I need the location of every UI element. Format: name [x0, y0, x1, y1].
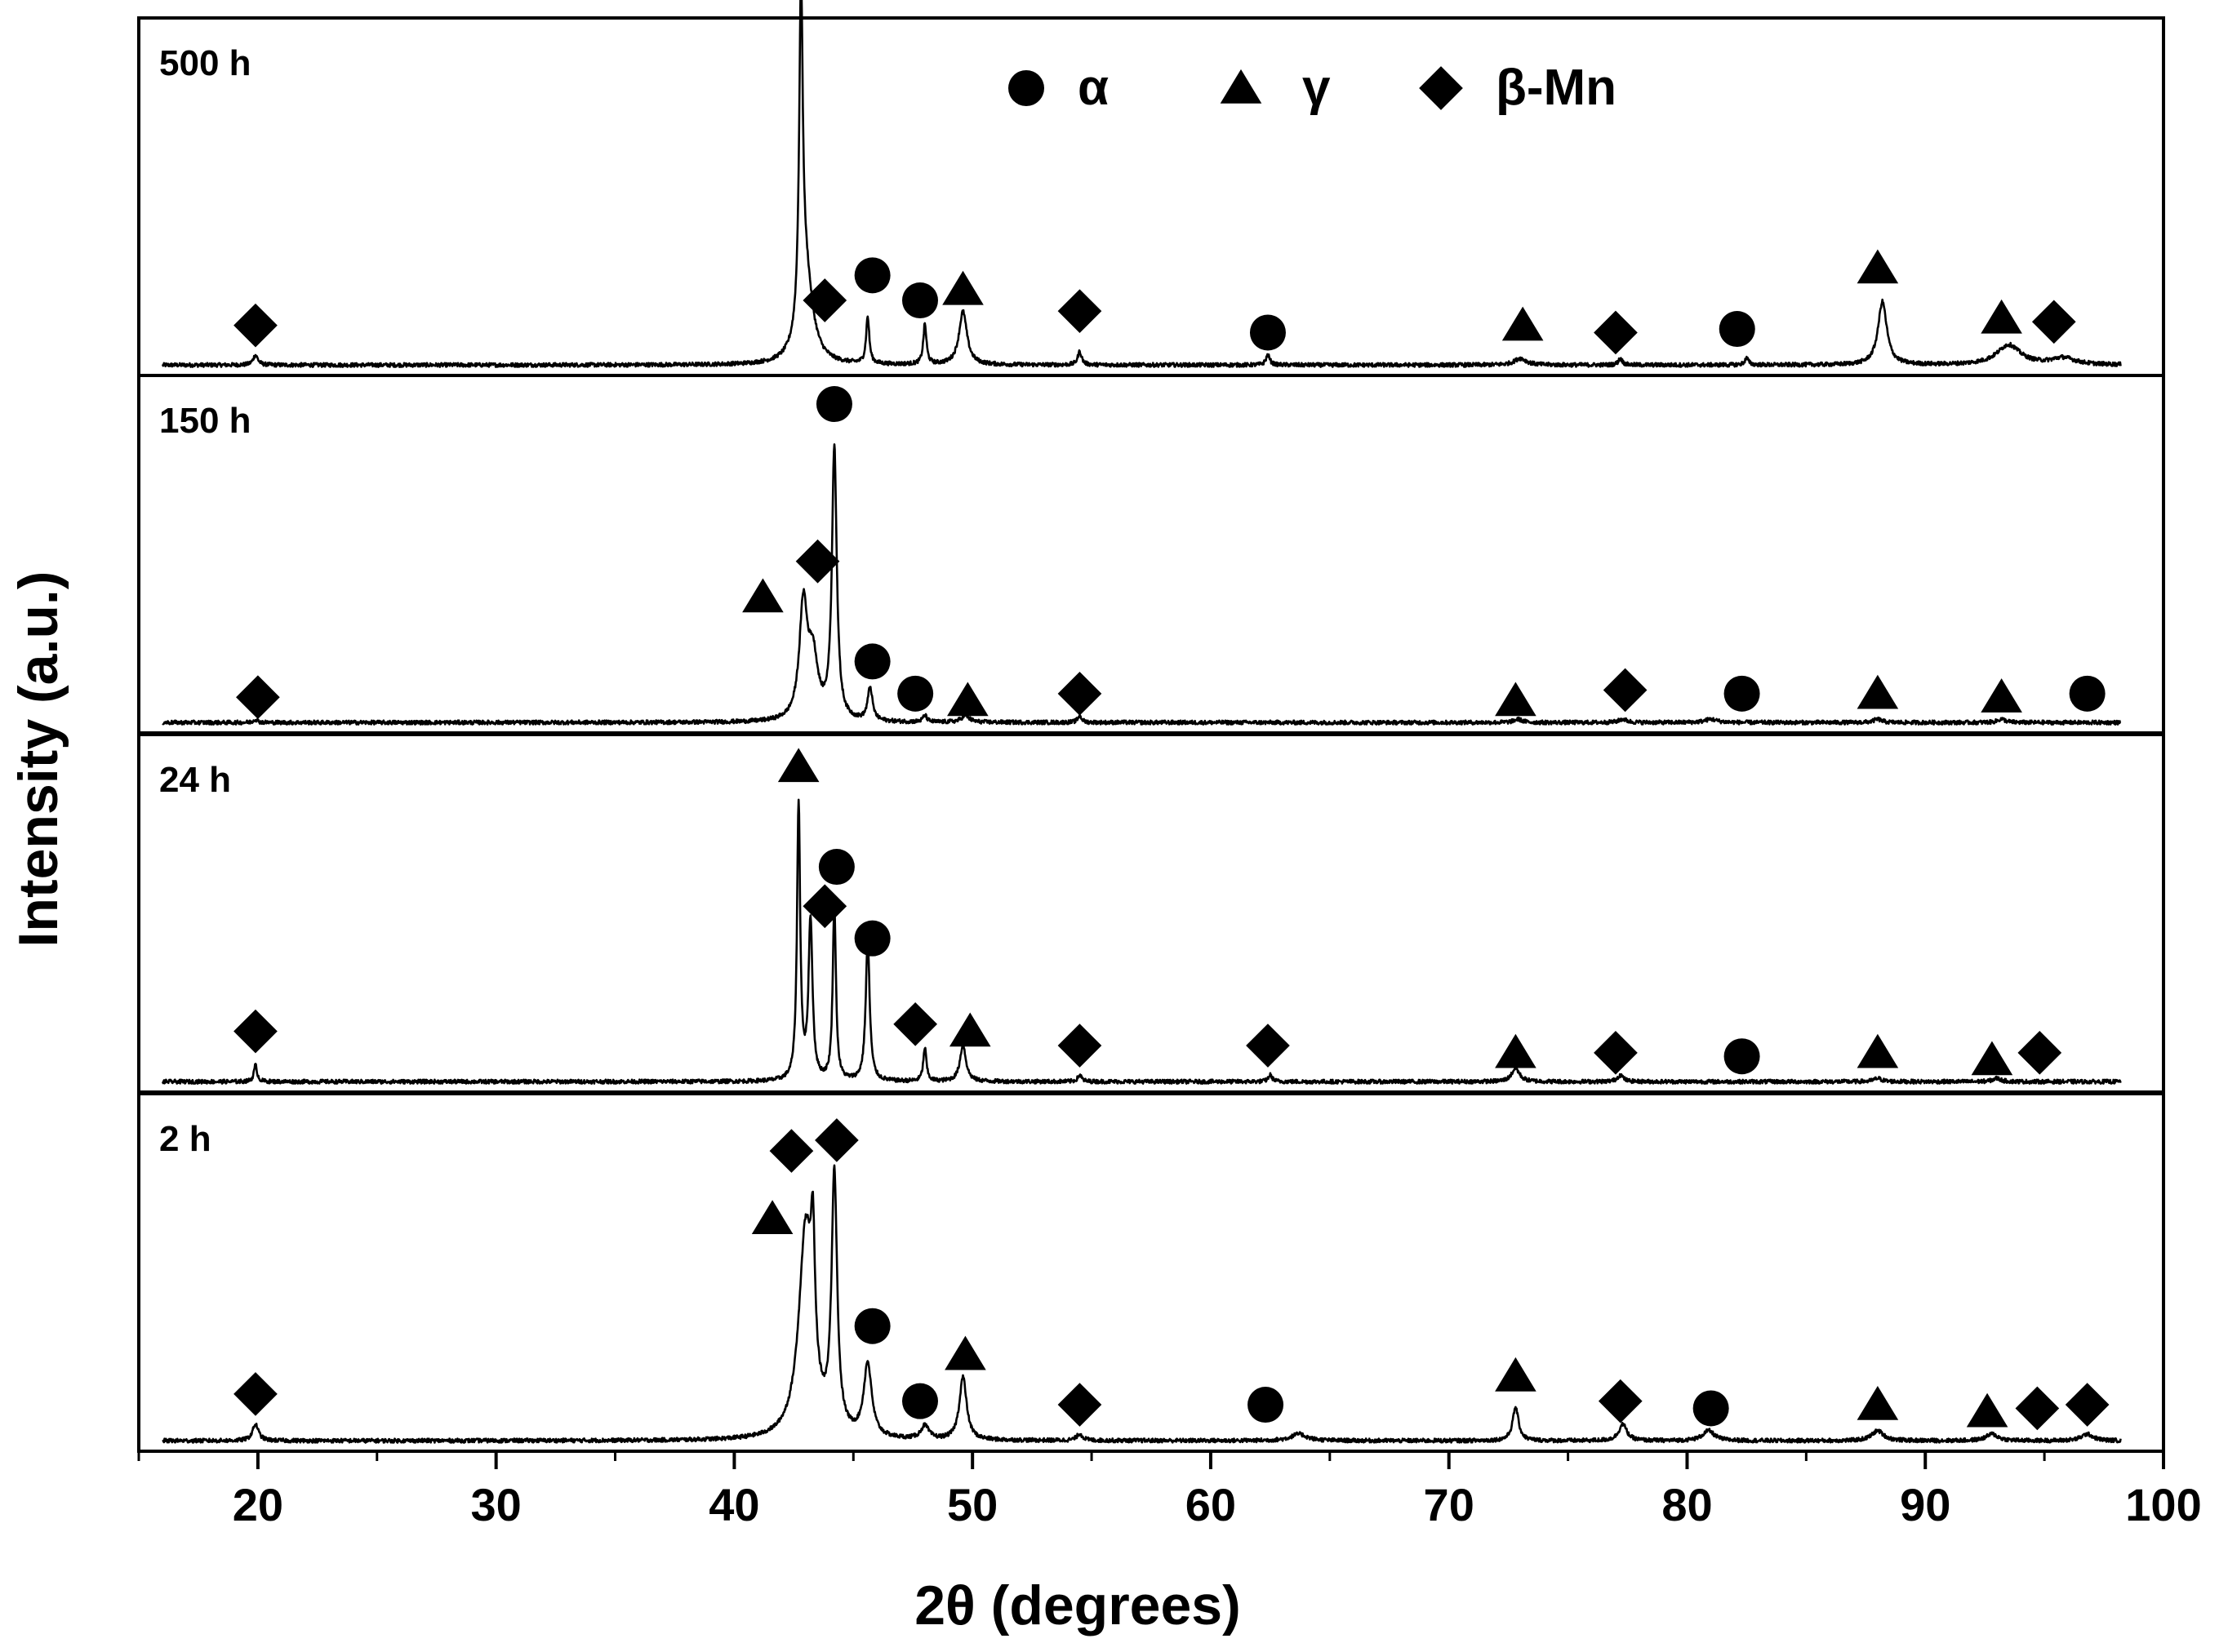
panel-frame	[137, 1092, 2165, 1453]
peak-marker-diamond	[233, 303, 278, 348]
peak-marker-circle	[1719, 311, 1755, 348]
x-tick-label: 40	[709, 1479, 759, 1530]
peak-marker-diamond	[2065, 1383, 2110, 1427]
panel-label: 2 h	[159, 1119, 211, 1159]
peak-marker-circle	[1249, 314, 1286, 351]
peak-marker-diamond	[795, 539, 840, 584]
legend-diamond-icon	[1419, 66, 1463, 110]
panel-label: 24 h	[159, 760, 231, 800]
x-axis-label: 2θ (degrees)	[914, 1574, 1241, 1636]
peak-marker-triangle	[942, 270, 984, 305]
peak-marker-triangle	[945, 1335, 986, 1370]
legend-item-triangle: γ	[1220, 60, 1331, 116]
panel-24-h: 24 h	[137, 733, 2165, 1094]
x-tick-label: 20	[233, 1479, 283, 1530]
peak-marker-circle	[1247, 1387, 1284, 1423]
x-tick-label: 80	[1661, 1479, 1712, 1530]
peak-marker-triangle	[949, 1012, 991, 1047]
legend-label: α	[1078, 60, 1109, 116]
peak-marker-diamond	[1594, 1030, 1638, 1075]
peak-marker-circle	[2069, 675, 2106, 712]
x-axis: 20 30 40 50 60 70 80 90 100	[137, 1451, 2202, 1530]
peak-marker-triangle	[751, 1200, 794, 1234]
peak-marker-circle	[854, 1308, 891, 1344]
peak-marker-circle	[1692, 1390, 1729, 1427]
peak-marker-circle	[897, 675, 934, 712]
legend-label: γ	[1302, 60, 1331, 116]
legend-label: β-Mn	[1496, 60, 1617, 116]
peak-marker-triangle	[1495, 1357, 1536, 1392]
peak-marker-diamond	[1246, 1024, 1290, 1068]
peak-marker-diamond	[769, 1129, 814, 1173]
legend-item-diamond: β-Mn	[1419, 60, 1617, 116]
peak-marker-triangle	[1857, 1033, 1899, 1068]
x-tick-label: 30	[470, 1479, 521, 1530]
panel-150-h: 150 h	[137, 374, 2165, 735]
xrd-pattern-line	[161, 0, 2122, 368]
peak-marker-diamond	[803, 884, 847, 929]
panel-label: 150 h	[159, 401, 251, 441]
x-tick-label: 50	[947, 1479, 998, 1530]
peak-marker-diamond	[1594, 310, 1638, 355]
peak-marker-triangle	[1501, 306, 1544, 341]
peak-marker-diamond	[1057, 671, 1102, 716]
peak-marker-triangle	[777, 748, 820, 783]
peak-marker-diamond	[893, 1001, 937, 1046]
peak-marker-circle	[816, 386, 852, 423]
peak-marker-circle	[901, 282, 938, 319]
legend-item-circle: α	[1008, 60, 1109, 116]
peak-marker-diamond	[803, 278, 847, 322]
peak-marker-diamond	[1057, 1383, 1102, 1427]
peak-marker-triangle	[1495, 682, 1536, 717]
peak-marker-diamond	[2017, 1030, 2062, 1075]
xrd-pattern-line	[161, 798, 2122, 1085]
peak-marker-diamond	[1057, 1024, 1102, 1068]
peak-marker-triangle	[947, 682, 989, 717]
peak-marker-triangle	[1495, 1033, 1536, 1068]
panel-label: 500 h	[159, 43, 251, 83]
peak-marker-triangle	[1971, 1041, 2013, 1076]
peak-marker-diamond	[233, 1372, 278, 1416]
peak-marker-triangle	[1857, 249, 1899, 284]
peak-marker-circle	[818, 849, 855, 886]
peak-marker-diamond	[233, 1009, 278, 1054]
legend: α γ β-Mn	[1008, 60, 1617, 116]
peak-marker-triangle	[1981, 678, 2022, 713]
peak-marker-triangle	[1857, 1385, 1899, 1420]
peak-marker-circle	[854, 920, 891, 957]
peak-marker-triangle	[1857, 674, 1899, 709]
peak-marker-diamond	[2015, 1386, 2060, 1431]
legend-triangle-icon	[1220, 69, 1262, 104]
x-tick-label: 100	[2125, 1479, 2201, 1530]
peak-marker-circle	[1723, 675, 1760, 712]
peak-marker-circle	[854, 643, 891, 680]
peak-marker-diamond	[1057, 289, 1102, 333]
peak-marker-diamond	[2031, 300, 2076, 344]
peak-marker-diamond	[236, 675, 280, 720]
peak-marker-diamond	[1603, 668, 1648, 713]
x-tick-label: 60	[1185, 1479, 1236, 1530]
peak-marker-circle	[901, 1383, 938, 1419]
peak-marker-diamond	[815, 1118, 859, 1162]
peak-marker-triangle	[1966, 1392, 2008, 1428]
peak-marker-diamond	[1598, 1379, 1643, 1423]
peak-marker-circle	[1723, 1038, 1760, 1075]
panel-2-h: 2 h	[137, 1092, 2165, 1453]
panels-layer: 500 h 150 h 24 h 2 h	[137, 0, 2165, 1453]
peak-marker-triangle	[1981, 299, 2022, 334]
x-tick-label: 70	[1424, 1479, 1474, 1530]
xrd-pattern-line	[162, 1164, 2122, 1444]
peak-marker-circle	[854, 257, 891, 294]
y-axis-label: Intensity (a.u.)	[7, 571, 69, 948]
x-tick-label: 90	[1900, 1479, 1950, 1530]
legend-circle-icon	[1008, 70, 1044, 106]
xrd-pattern-line	[162, 443, 2122, 726]
peak-marker-triangle	[742, 578, 784, 613]
